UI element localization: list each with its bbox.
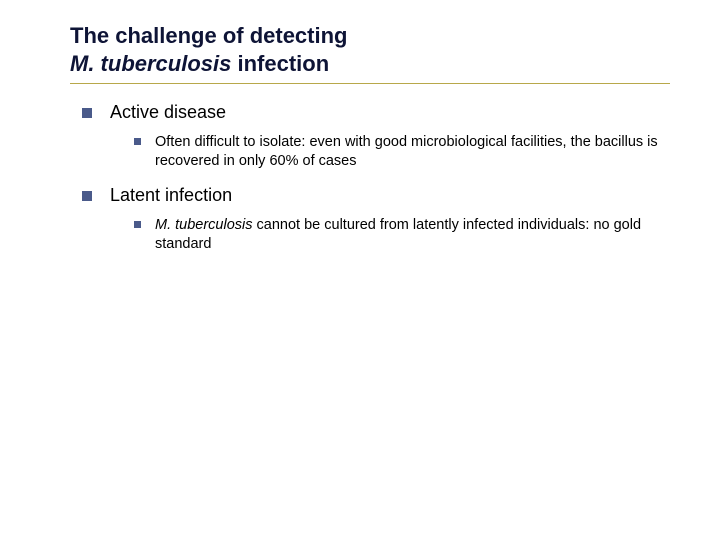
bullet-label: Active disease (110, 102, 670, 123)
sub-italic: M. tuberculosis (155, 217, 257, 233)
title-rest: infection (231, 51, 329, 76)
subitem-text: M. tuberculosis cannot be cultured from … (155, 216, 670, 254)
title-line-1: The challenge of detecting (70, 22, 670, 50)
title-block: The challenge of detecting M. tuberculos… (70, 22, 670, 84)
slide: The challenge of detecting M. tuberculos… (0, 0, 720, 540)
list-item: Active disease (82, 102, 670, 123)
list-subitem: Often difficult to isolate: even with go… (134, 133, 670, 171)
bullet-label: Latent infection (110, 185, 670, 206)
square-bullet-icon (134, 138, 141, 145)
title-italic: M. tuberculosis (70, 51, 231, 76)
list-subitem: M. tuberculosis cannot be cultured from … (134, 216, 670, 254)
title-line-2: M. tuberculosis infection (70, 50, 670, 78)
square-bullet-icon (82, 191, 92, 201)
square-bullet-icon (134, 221, 141, 228)
subitem-text: Often difficult to isolate: even with go… (155, 133, 670, 171)
square-bullet-icon (82, 108, 92, 118)
sub-rest: Often difficult to isolate: even with go… (155, 134, 658, 169)
list-item: Latent infection (82, 185, 670, 206)
